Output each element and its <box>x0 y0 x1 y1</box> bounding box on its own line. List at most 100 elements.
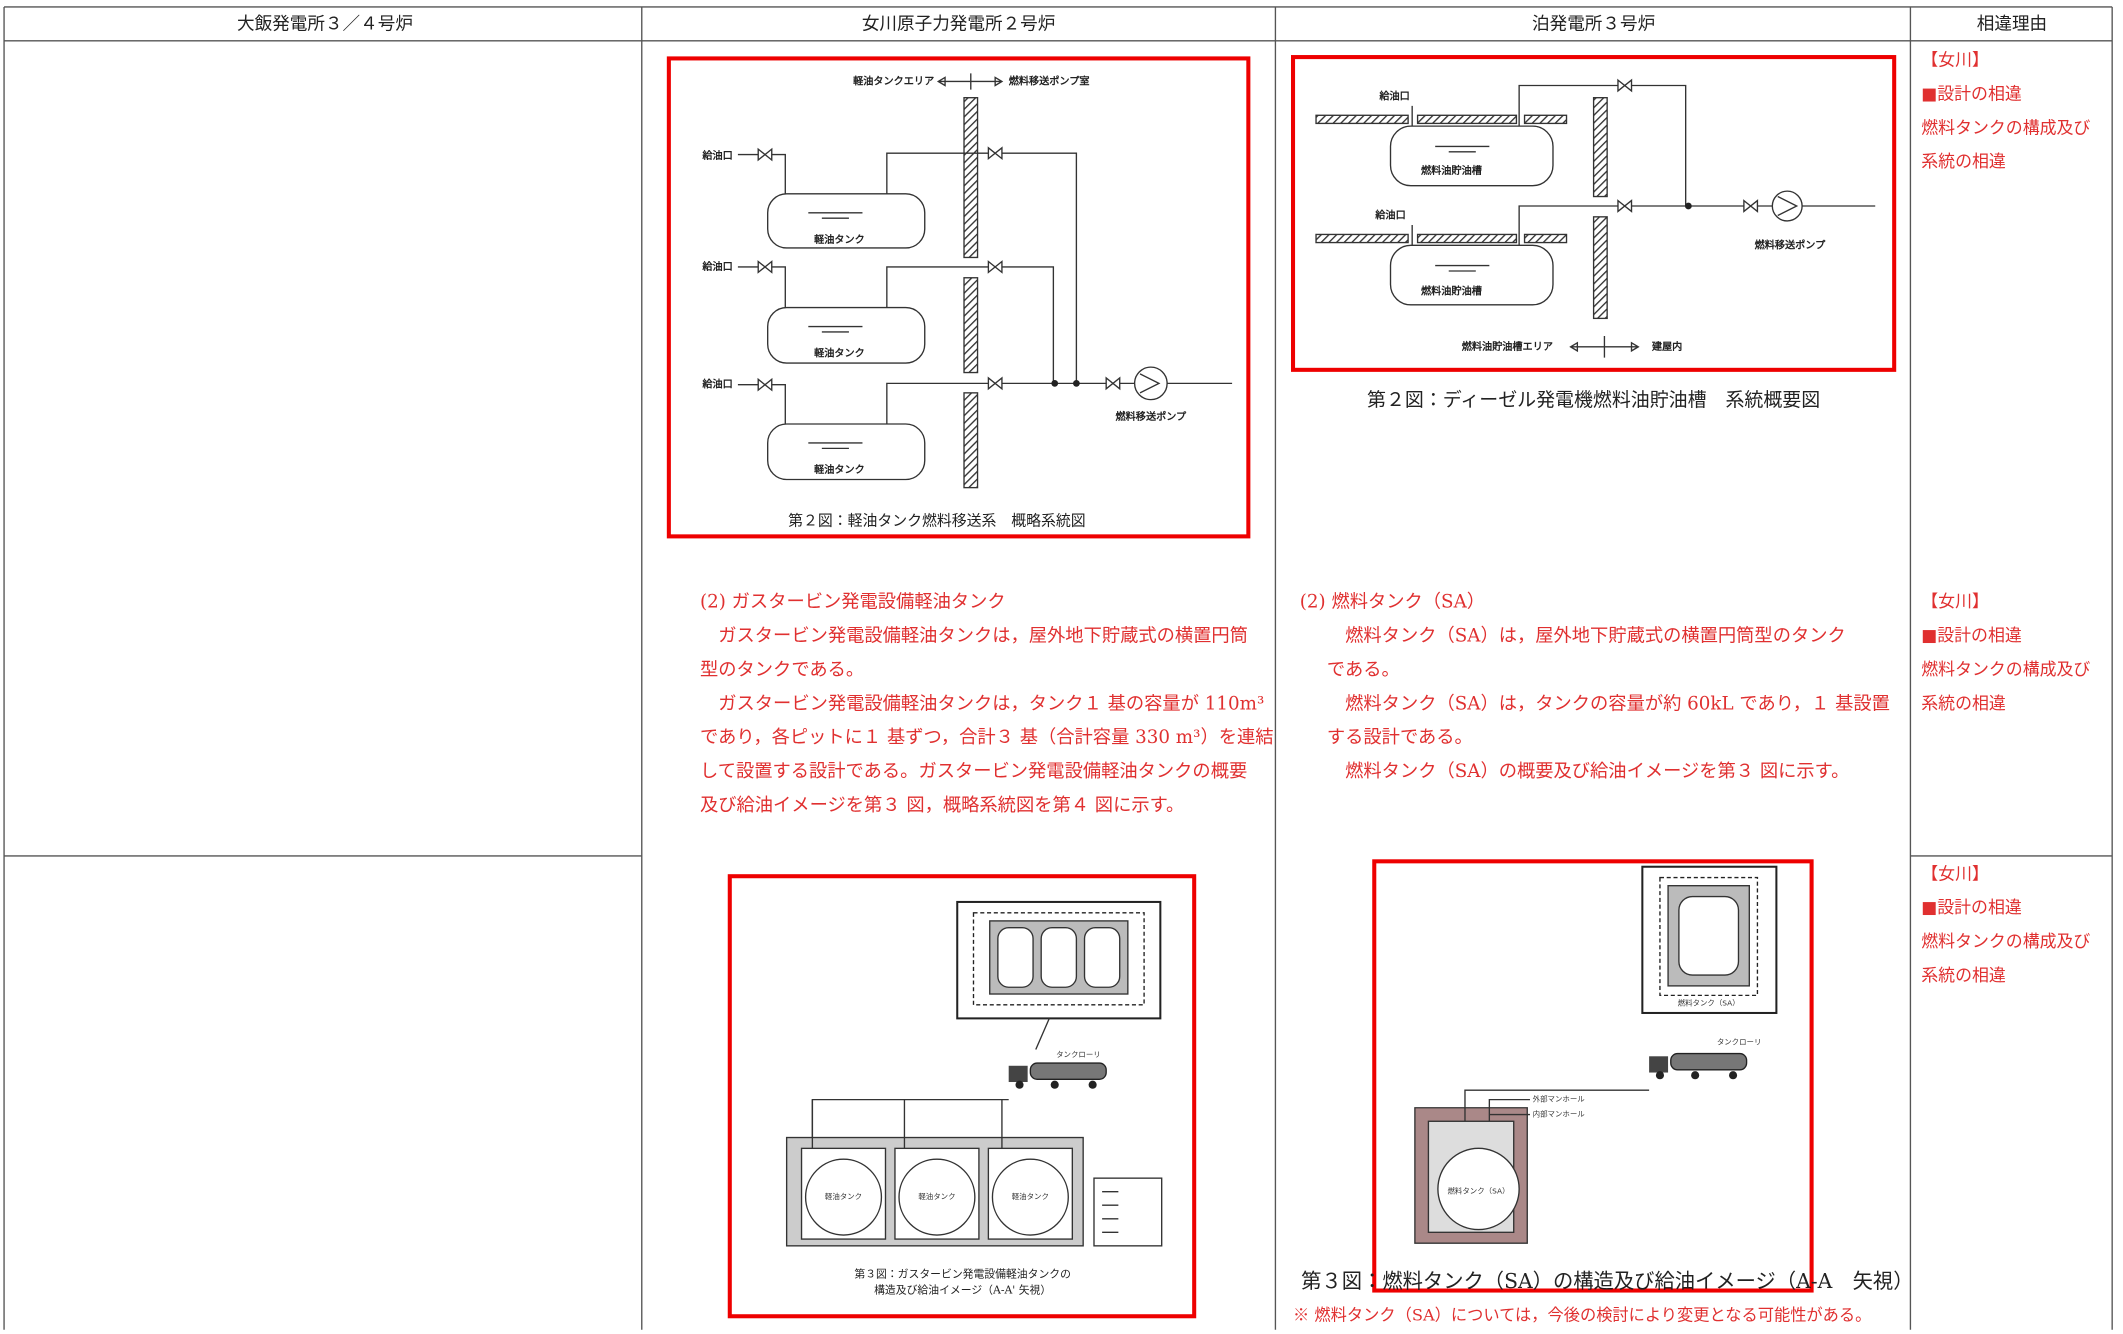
reason-line: ■設計の相違 <box>1921 897 2022 917</box>
symbol <box>1073 379 1080 387</box>
column-header: 女川原子力発電所２号炉 <box>862 15 1056 35</box>
symbol <box>1771 190 1803 222</box>
line-shape <box>1139 373 1161 394</box>
label: 給油口 <box>701 149 732 162</box>
label: 第３図：燃料タンク（SA）の構造及び給油イメージ（A-A 矢視） <box>1301 1269 1913 1293</box>
shape <box>1592 216 1608 320</box>
symbol <box>1743 199 1759 213</box>
reason-line: 系統の相違 <box>1921 965 2006 985</box>
shape <box>1678 895 1740 976</box>
onagawa-text-line: ガスタービン発電設備軽油タンクは，タンク１ 基の容量が 110m³ <box>700 693 1264 714</box>
symbol <box>757 378 773 391</box>
label: 構造及び給油イメージ（A-A' 矢視） <box>874 1283 1051 1297</box>
reason-cell: 【女川】■設計の相違燃料タンクの構成及び系統の相違【女川】■設計の相違燃料タンク… <box>1921 50 2090 985</box>
line-shape <box>811 1099 1003 1149</box>
reason-line: 系統の相違 <box>1921 693 2006 713</box>
body-text: (2) ガスタービン発電設備軽油タンク ガスタービン発電設備軽油タンクは，屋外地… <box>700 592 1890 816</box>
shape <box>1389 244 1554 306</box>
label: 給油口 <box>1378 89 1409 102</box>
label: 燃料タンク（SA） <box>1448 1186 1510 1196</box>
label: 給油口 <box>1374 208 1405 221</box>
tomari-text-line: である。 <box>1327 659 1400 680</box>
symbol <box>987 147 1003 160</box>
label: 第２図：軽油タンク燃料移送系 概略系統図 <box>788 511 1086 529</box>
tomari-text-line: 燃料タンク（SA）は，タンクの容量が約 60kL であり，１ 基設置 <box>1327 693 1890 714</box>
shape <box>727 874 1197 1319</box>
shape <box>1315 233 1409 244</box>
shape <box>1416 233 1518 244</box>
line-shape <box>1435 145 1490 272</box>
shape <box>1372 859 1814 1293</box>
reason-line: ■設計の相違 <box>1921 83 2022 103</box>
label: 軽油タンク <box>1012 1191 1049 1201</box>
onagawa-fig2: 軽油タンクエリア 燃料移送ポンプ室 給油口 給油口 給油口 軽油タンク 軽油タン… <box>666 56 1251 539</box>
label: 建屋内 <box>1651 340 1682 353</box>
shape <box>1523 233 1568 244</box>
symbol <box>1648 1052 1748 1080</box>
shape <box>1389 125 1554 187</box>
symbol <box>804 1158 883 1236</box>
symbol <box>1684 202 1692 210</box>
onagawa-text-line: 及び給油イメージを第３ 図，概略系統図を第４ 図に示す。 <box>700 795 1184 816</box>
column-header: 相違理由 <box>1977 15 2047 35</box>
shape <box>963 392 979 489</box>
onagawa-text-line: ガスタービン発電設備軽油タンクは，屋外地下貯蔵式の横置円筒 <box>700 626 1248 647</box>
line-shape <box>886 152 1233 424</box>
shape <box>1416 114 1518 125</box>
column-header: 大飯発電所３／４号炉 <box>237 15 413 35</box>
reason-line: 系統の相違 <box>1921 151 2006 171</box>
tomari-text-line: 燃料タンク（SA）の概要及び給油イメージを第３ 図に示す。 <box>1327 761 1850 782</box>
label: ※ 燃料タンク（SA）については，今後の検討により変更となる可能性がある。 <box>1293 1306 1871 1325</box>
reason-line: 【女川】 <box>1921 591 1989 611</box>
tomari-text-line: する設計である。 <box>1327 727 1473 748</box>
shape <box>1040 926 1078 988</box>
line-shape <box>1102 1191 1119 1233</box>
reason-line: ■設計の相違 <box>1921 625 2022 645</box>
onagawa-text-line: (2) ガスタービン発電設備軽油タンク <box>700 592 1006 613</box>
symbol <box>757 148 773 161</box>
shape <box>1523 114 1568 125</box>
onagawa-text-line: して設置する設計である。ガスタービン発電設備軽油タンクの概要 <box>700 761 1247 782</box>
label: 内部マンホール <box>1533 1109 1586 1119</box>
label: タンクローリ <box>1717 1038 1762 1047</box>
reason-line: 燃料タンクの構成及び <box>1921 117 2090 137</box>
label: 第３図：ガスタービン発電設備軽油タンクの <box>854 1266 1071 1280</box>
symbol <box>987 260 1003 274</box>
tomari-text-line: (2) 燃料タンク（SA） <box>1300 592 1485 613</box>
symbol <box>1133 366 1168 401</box>
shape <box>972 912 1145 1006</box>
tomari-fig2: 給油口 給油口 燃料油貯油槽 燃料油貯油槽 燃料移送ポンプ 燃料油貯油槽エリア … <box>1290 55 1897 411</box>
label: 燃料油貯油槽 <box>1421 164 1482 177</box>
label: 軽油タンク <box>825 1191 862 1201</box>
symbol <box>1437 1147 1520 1231</box>
label: 燃料タンク（SA） <box>1678 997 1740 1007</box>
label: 軽油タンク <box>918 1191 955 1201</box>
label: 燃料移送ポンプ <box>1755 238 1827 251</box>
onagawa-fig3: タンクローリ 軽油タンク 軽油タンク 軽油タンク 第３図：ガスタービン発電設備軽… <box>727 874 1197 1319</box>
reason-line: 燃料タンクの構成及び <box>1921 659 2090 679</box>
label: 第２図：ディーゼル発電機燃料油貯油槽 系統概要図 <box>1367 389 1820 411</box>
label: 燃料移送ポンプ室 <box>1009 74 1090 87</box>
shape <box>1290 55 1897 372</box>
shape <box>1659 876 1759 997</box>
symbol <box>991 1158 1069 1236</box>
symbol <box>1617 79 1633 92</box>
shape <box>1093 1177 1163 1247</box>
label: 燃料油貯油槽 <box>1421 284 1482 297</box>
label: 給油口 <box>701 260 732 273</box>
shape <box>963 97 979 259</box>
shape <box>1592 97 1608 198</box>
reason-line: 【女川】 <box>1921 863 1989 883</box>
line-shape <box>1569 335 1640 358</box>
symbol <box>1051 379 1059 387</box>
line-shape <box>737 153 786 424</box>
label: 燃料油貯油槽エリア <box>1462 340 1553 353</box>
shape <box>767 423 926 481</box>
line-shape <box>808 212 863 450</box>
label: 軽油タンク <box>814 233 865 246</box>
symbol <box>1617 199 1633 213</box>
line-shape <box>1464 1089 1650 1122</box>
label: 外部マンホール <box>1533 1094 1586 1104</box>
